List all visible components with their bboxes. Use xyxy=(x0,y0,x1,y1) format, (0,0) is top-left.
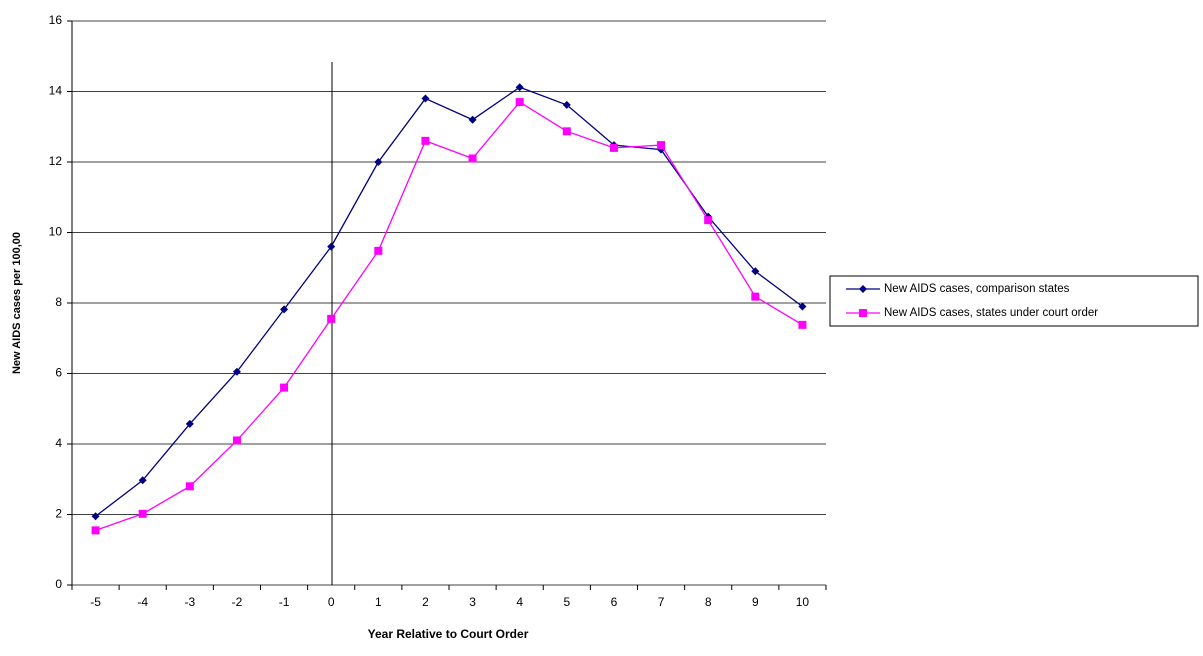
point xyxy=(374,246,383,255)
x-tick-label: -4 xyxy=(137,595,148,609)
y-axis-label: New AIDS cases per 100,00 xyxy=(11,232,23,374)
point xyxy=(609,143,618,152)
point xyxy=(91,526,100,535)
y-tick-label: 6 xyxy=(55,366,62,380)
x-tick-label: 5 xyxy=(563,595,570,609)
point xyxy=(138,509,147,518)
point xyxy=(91,512,100,521)
x-tick-label: 4 xyxy=(516,595,523,609)
point xyxy=(515,98,524,107)
x-tick-label: -3 xyxy=(184,595,195,609)
point xyxy=(185,482,194,491)
x-tick-label: 3 xyxy=(469,595,476,609)
x-tick-label: 0 xyxy=(328,595,335,609)
point xyxy=(515,83,524,92)
point xyxy=(232,367,241,376)
point xyxy=(232,436,241,445)
point xyxy=(280,383,289,392)
y-tick-label: 2 xyxy=(55,507,62,521)
point xyxy=(751,267,760,276)
x-tick-label: 10 xyxy=(796,595,810,609)
point xyxy=(657,141,666,150)
x-tick-label: -1 xyxy=(279,595,290,609)
y-tick-label: 4 xyxy=(55,436,62,450)
point xyxy=(374,158,383,166)
point xyxy=(327,242,336,251)
point xyxy=(138,476,147,485)
x-tick-label: -2 xyxy=(232,595,243,609)
series-line xyxy=(95,86,803,517)
point xyxy=(468,115,477,124)
point xyxy=(468,154,477,163)
point xyxy=(327,314,336,323)
point xyxy=(859,285,867,293)
x-tick-label: 1 xyxy=(375,595,382,609)
point xyxy=(421,136,430,145)
y-tick-label: 8 xyxy=(55,295,62,309)
point xyxy=(859,309,867,317)
series-line xyxy=(95,101,803,531)
x-axis-label: Year Relative to Court Order xyxy=(368,627,529,641)
legend-box xyxy=(829,275,1199,327)
point xyxy=(798,320,807,329)
point xyxy=(562,100,571,109)
x-tick-label: -5 xyxy=(90,595,101,609)
point xyxy=(421,94,430,103)
y-tick-label: 16 xyxy=(49,13,63,27)
y-tick-label: 0 xyxy=(55,577,62,591)
x-tick-label: 9 xyxy=(752,595,759,609)
y-tick-label: 14 xyxy=(49,84,63,98)
legend-label: New AIDS cases, states under court order xyxy=(884,307,1098,319)
x-tick-label: 8 xyxy=(705,595,712,609)
x-tick-label: 6 xyxy=(611,595,618,609)
point xyxy=(562,127,571,136)
y-tick-label: 12 xyxy=(49,154,63,168)
point xyxy=(185,419,194,428)
point xyxy=(798,302,807,311)
point xyxy=(280,305,289,314)
point xyxy=(704,216,713,225)
y-tick-label: 10 xyxy=(49,225,63,239)
legend-label: New AIDS cases, comparison states xyxy=(884,283,1070,295)
x-tick-label: 7 xyxy=(658,595,665,609)
x-tick-label: 2 xyxy=(422,595,429,609)
point xyxy=(751,292,760,301)
